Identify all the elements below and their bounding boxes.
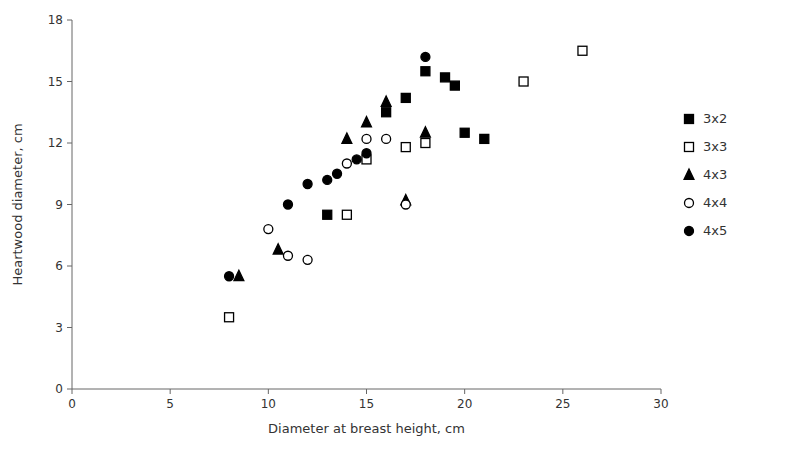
point bbox=[323, 175, 332, 184]
x-tick-label: 25 bbox=[555, 397, 570, 411]
y-tick-label: 18 bbox=[48, 13, 63, 27]
legend-label: 4x3 bbox=[703, 167, 727, 182]
point bbox=[283, 200, 292, 209]
point bbox=[450, 81, 459, 90]
legend: 3x2 3x3 4x3 4x4 4x5 bbox=[684, 111, 727, 238]
x-axis-label: Diameter at breast height, cm bbox=[268, 421, 465, 436]
series-group bbox=[264, 134, 410, 264]
y-tick bbox=[67, 389, 72, 390]
point bbox=[264, 225, 273, 234]
point bbox=[381, 96, 391, 106]
point bbox=[480, 134, 489, 143]
x-tick-label: 0 bbox=[68, 397, 76, 411]
x-tick-label: 30 bbox=[653, 397, 668, 411]
plot-area bbox=[225, 46, 587, 322]
point bbox=[401, 143, 410, 152]
y-tick bbox=[67, 81, 72, 82]
point bbox=[342, 210, 351, 219]
legend-marker bbox=[685, 142, 694, 151]
point bbox=[234, 270, 244, 280]
point bbox=[401, 200, 410, 209]
x-tick bbox=[562, 389, 563, 394]
x-tick bbox=[366, 389, 367, 394]
point bbox=[421, 67, 430, 76]
x-tick bbox=[661, 389, 662, 394]
x-tick bbox=[464, 389, 465, 394]
point bbox=[283, 251, 292, 260]
x-tick-label: 15 bbox=[359, 397, 374, 411]
point bbox=[421, 52, 430, 61]
point bbox=[362, 134, 371, 143]
point bbox=[519, 77, 528, 86]
y-tick bbox=[67, 266, 72, 267]
x-tick-label: 20 bbox=[457, 397, 472, 411]
x-tick bbox=[268, 389, 269, 394]
point bbox=[362, 149, 371, 158]
point bbox=[420, 127, 430, 137]
point bbox=[225, 272, 234, 281]
point bbox=[342, 133, 352, 143]
point bbox=[342, 159, 351, 168]
y-tick bbox=[67, 204, 72, 205]
point bbox=[382, 108, 391, 117]
y-tick bbox=[67, 143, 72, 144]
x-tick-label: 5 bbox=[166, 397, 174, 411]
y-tick-label: 12 bbox=[48, 136, 63, 150]
x-tick bbox=[170, 389, 171, 394]
legend-marker bbox=[685, 226, 694, 235]
y-axis-label: Heartwood diameter, cm bbox=[10, 123, 25, 285]
y-tick bbox=[67, 327, 72, 328]
point bbox=[401, 93, 410, 102]
y-tick-label: 3 bbox=[55, 321, 63, 335]
point bbox=[460, 128, 469, 137]
legend-label: 3x3 bbox=[703, 139, 727, 154]
series-group bbox=[225, 46, 587, 322]
y-tick-label: 15 bbox=[48, 75, 63, 89]
legend-label: 3x2 bbox=[703, 111, 727, 126]
point bbox=[382, 134, 391, 143]
point bbox=[303, 180, 312, 189]
chart-container: 0 5 10 15 20 25 30 0 3 6 9 12 15 18 Diameter at breast… bbox=[0, 0, 801, 451]
legend-marker bbox=[685, 114, 694, 123]
point bbox=[441, 73, 450, 82]
point bbox=[578, 46, 587, 55]
series-group bbox=[234, 96, 430, 281]
legend-label: 4x4 bbox=[703, 195, 727, 210]
y-tick bbox=[67, 20, 72, 21]
point bbox=[421, 139, 430, 148]
legend-label: 4x5 bbox=[703, 223, 727, 238]
x-tick-label: 10 bbox=[261, 397, 276, 411]
legend-marker bbox=[685, 198, 694, 207]
y-tick-label: 0 bbox=[55, 382, 63, 396]
x-tick bbox=[72, 389, 73, 394]
point bbox=[225, 313, 234, 322]
series-group bbox=[225, 52, 430, 280]
point bbox=[323, 210, 332, 219]
point bbox=[352, 155, 361, 164]
point bbox=[362, 117, 372, 127]
chart: 0 5 10 15 20 25 30 0 3 6 9 12 15 18 Diameter at breast… bbox=[0, 0, 801, 451]
y-tick-label: 6 bbox=[55, 259, 63, 273]
point bbox=[303, 255, 312, 264]
legend-marker bbox=[684, 169, 694, 179]
point bbox=[273, 244, 283, 254]
y-tick-label: 9 bbox=[55, 198, 63, 212]
point bbox=[333, 169, 342, 178]
series-group bbox=[323, 67, 489, 220]
